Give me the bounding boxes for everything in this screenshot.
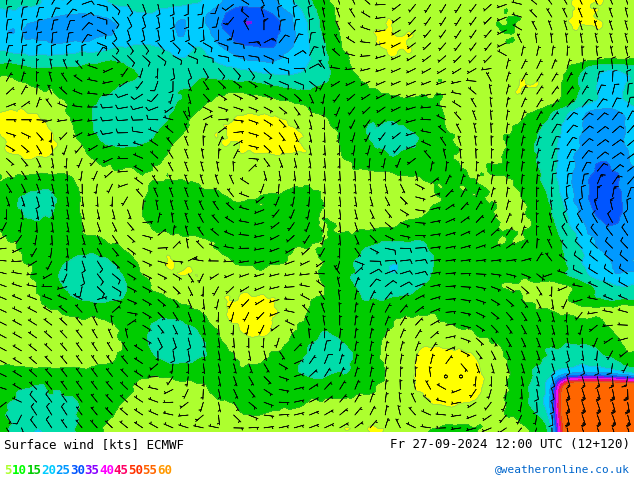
Text: Surface wind [kts] ECMWF: Surface wind [kts] ECMWF bbox=[4, 438, 184, 451]
Text: @weatheronline.co.uk: @weatheronline.co.uk bbox=[495, 464, 630, 474]
Text: 55: 55 bbox=[143, 464, 157, 477]
Text: 50: 50 bbox=[128, 464, 143, 477]
Text: 60: 60 bbox=[157, 464, 172, 477]
Text: 25: 25 bbox=[56, 464, 70, 477]
Text: Fr 27-09-2024 12:00 UTC (12+120): Fr 27-09-2024 12:00 UTC (12+120) bbox=[390, 438, 630, 451]
Text: 10: 10 bbox=[12, 464, 27, 477]
Text: 35: 35 bbox=[84, 464, 100, 477]
Text: 20: 20 bbox=[41, 464, 56, 477]
Text: 15: 15 bbox=[27, 464, 41, 477]
Text: 40: 40 bbox=[99, 464, 114, 477]
Text: 45: 45 bbox=[113, 464, 129, 477]
Text: 30: 30 bbox=[70, 464, 85, 477]
Text: 5: 5 bbox=[4, 464, 11, 477]
